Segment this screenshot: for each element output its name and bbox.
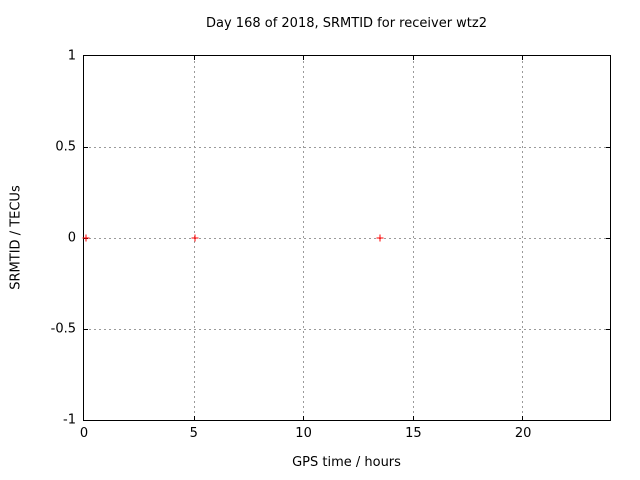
y-tick-mark bbox=[606, 329, 610, 330]
x-tick-mark bbox=[193, 416, 195, 420]
x-tick-label: 0 bbox=[79, 426, 89, 441]
y-tick-label: -0.5 bbox=[50, 321, 76, 337]
y-tick-mark bbox=[606, 147, 610, 148]
x-tick-label: 10 bbox=[295, 426, 312, 441]
y-tick-mark bbox=[84, 147, 88, 148]
y-gridline bbox=[84, 238, 610, 239]
x-tick-mark bbox=[522, 56, 524, 60]
y-gridline bbox=[84, 147, 610, 148]
x-tick-label: 5 bbox=[189, 426, 198, 441]
y-gridline bbox=[84, 329, 610, 330]
data-point-marker bbox=[376, 234, 384, 242]
x-tick-mark bbox=[412, 416, 414, 420]
chart-title: Day 168 of 2018, SRMTID for receiver wtz… bbox=[206, 16, 487, 31]
x-tick-labels: 0 5 10 15 20 bbox=[80, 426, 611, 444]
y-tick-mark bbox=[606, 238, 610, 239]
x-tick-label: 20 bbox=[514, 426, 532, 441]
data-point-marker bbox=[82, 234, 90, 242]
y-tick-label: 1 bbox=[67, 48, 76, 64]
y-tick-label: 0.5 bbox=[55, 139, 76, 155]
plot-area bbox=[82, 55, 611, 421]
y-tick-label: 0 bbox=[67, 230, 76, 246]
data-point-marker bbox=[191, 234, 199, 242]
x-tick-mark bbox=[522, 416, 524, 420]
y-tick-label: -1 bbox=[63, 412, 76, 428]
x-axis-label: GPS time / hours bbox=[292, 455, 401, 470]
y-tick-labels: 1 0.5 0 -0.5 -1 bbox=[0, 49, 76, 428]
x-tick-mark bbox=[193, 56, 195, 60]
x-tick-mark bbox=[303, 56, 305, 60]
x-tick-label: 15 bbox=[405, 426, 422, 441]
y-tick-mark bbox=[84, 329, 88, 330]
x-tick-mark bbox=[303, 416, 305, 420]
x-tick-mark bbox=[412, 56, 414, 60]
